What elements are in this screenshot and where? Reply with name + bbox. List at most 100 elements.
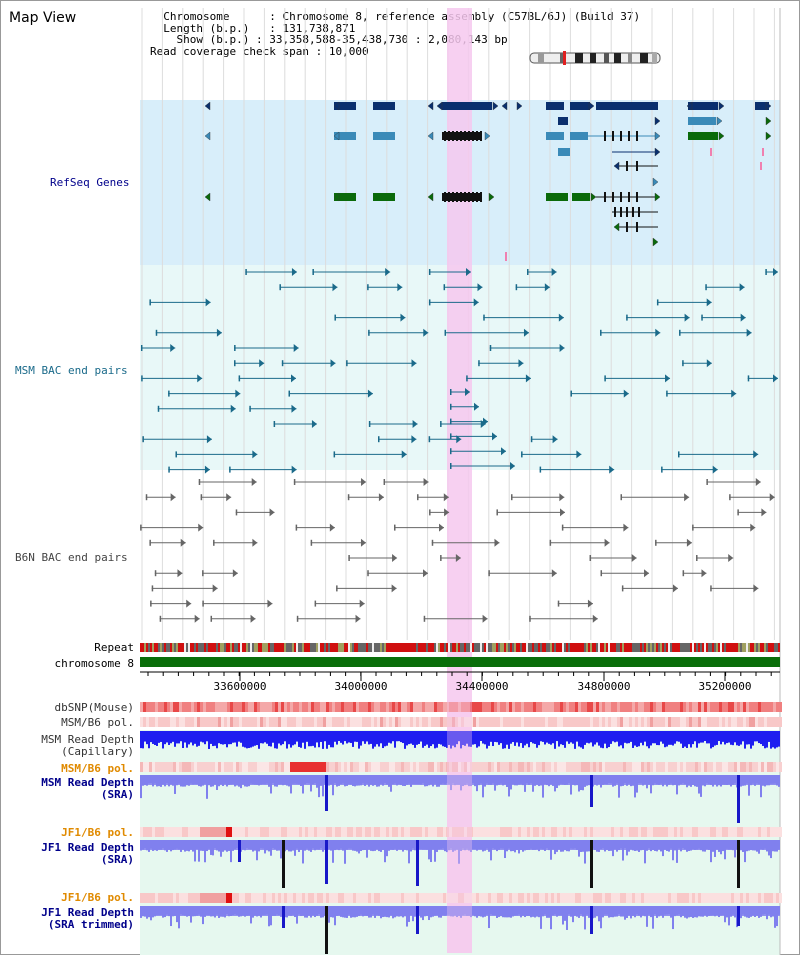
msm-b6-pol-bin [629, 717, 632, 727]
jf1-b6-pol2-bin [749, 893, 752, 903]
track-label-dbsnp[interactable]: dbSNP(Mouse) [54, 701, 134, 714]
bac-end-arrow [510, 462, 515, 470]
track-label-b6n-bac[interactable]: B6N BAC end pairs [15, 551, 128, 564]
jf1-b6-pol2-bin [233, 893, 236, 903]
msm-sra-depth-bin [314, 775, 316, 784]
bac-end-arrow [259, 359, 265, 368]
msm-b6-pol2-bin [260, 762, 263, 772]
msm-sra-depth-bin [334, 775, 336, 784]
dbsnp-bin [161, 702, 164, 712]
msm-sra-depth-bin [176, 775, 178, 786]
jf1-b6-pol2-bin [728, 893, 731, 903]
track-label-jf1-b6-pol-2[interactable]: JF1/B6 pol. [61, 891, 134, 904]
bac-end [417, 494, 419, 501]
jf1-sra-depth-bin [422, 840, 424, 850]
msm-capillary-depth-bin [538, 731, 540, 746]
msm-sra-depth-bin [746, 775, 748, 784]
gene-exon [373, 132, 395, 140]
jf1-trimmed-depth-bin [770, 906, 772, 918]
gene-arrow [652, 177, 659, 187]
msm-sra-depth-bin [472, 775, 474, 784]
msm-sra-depth-bin [316, 775, 318, 788]
repeat-element [144, 643, 146, 652]
track-label-msm-bac[interactable]: MSM BAC end pairs [15, 364, 128, 377]
track-label-msm-b6-pol-2[interactable]: MSM/B6 pol. [61, 762, 134, 775]
jf1-b6-pol-bin [461, 827, 464, 837]
jf1-trimmed-depth-bin [580, 906, 582, 915]
jf1-b6-pol-bin [188, 827, 191, 837]
msm-bac-pair [168, 465, 210, 474]
dbsnp-bin [725, 702, 728, 712]
jf1-b6-pol-bin [404, 827, 407, 837]
jf1-b6-pol2-bin [677, 893, 680, 903]
bac-end [200, 494, 203, 501]
msm-b6-pol2-bin [728, 762, 731, 772]
track-label-jf1-read-depth-trimmed[interactable]: JF1 Read Depth [41, 906, 134, 919]
gene-arrow [765, 131, 772, 141]
jf1-b6-pol2-bin [335, 893, 338, 903]
msm-b6-pol2-bin [548, 762, 551, 772]
track-label-msm-b6-pol[interactable]: MSM/B6 pol. [61, 716, 134, 729]
jf1-trimmed-depth-bin [492, 906, 494, 916]
track-label-refseq[interactable]: RefSeq Genes [50, 176, 130, 189]
bac-end-arrow [205, 298, 211, 307]
track-label-msm-read-depth-sra[interactable]: MSM Read Depth [41, 776, 134, 789]
repeat-element [276, 643, 278, 652]
jf1-trimmed-depth-bin [280, 906, 282, 917]
msm-sra-depth-bin [278, 775, 280, 785]
jf1-trimmed-depth-bin [210, 906, 212, 917]
gene-exon [442, 102, 492, 110]
msm-sra-depth-bin [264, 775, 266, 785]
jf1-trimmed-depth-bin [428, 906, 430, 921]
jf1-sra-depth-bin [748, 840, 750, 851]
repeat-element [706, 643, 708, 652]
gene-exon [546, 102, 564, 110]
jf1-sra-depth-bin [262, 840, 264, 849]
jf1-trimmed-depth-bin [268, 906, 270, 927]
msm-b6-pol2-bin [227, 762, 230, 772]
msm-capillary-depth-bin [168, 731, 170, 745]
track-label-jf1-read-depth-sra[interactable]: JF1 Read Depth [41, 841, 134, 854]
msm-capillary-depth-bin [752, 731, 754, 746]
dbsnp-bin [503, 702, 506, 712]
track-label-jf1-b6-pol[interactable]: JF1/B6 pol. [61, 826, 134, 839]
jf1-sra-depth-bin [710, 840, 712, 863]
track-label-chromosome[interactable]: chromosome 8 [54, 657, 134, 670]
msm-b6-pol-bin [317, 717, 320, 727]
dbsnp-bin [452, 702, 455, 712]
bac-end [168, 390, 170, 397]
repeat-element [444, 643, 446, 652]
msm-sra-depth-bin [538, 775, 540, 787]
jf1-sra-depth-bin [688, 840, 690, 851]
repeat-element [266, 643, 268, 652]
jf1-trimmed-depth-bin [644, 906, 646, 917]
repeat-element [578, 643, 580, 652]
msm-b6-pol2-bin [761, 762, 764, 772]
jf1-trimmed-depth-bin [718, 906, 720, 918]
jf1-sra-depth-bin [466, 840, 468, 849]
jf1-b6-pol-bin [380, 827, 383, 837]
msm-b6-pol-bin [413, 717, 416, 727]
bac-end [682, 360, 684, 367]
msm-sra-depth-bin [358, 775, 360, 786]
jf1-b6-pol2-bin [653, 893, 656, 903]
repeat-element [502, 643, 504, 652]
msm-capillary-depth-bin [178, 731, 180, 744]
jf1-trimmed-depth-bin [758, 906, 760, 918]
bac-end-arrow [355, 614, 361, 623]
msm-b6-pol-bin [158, 717, 161, 727]
jf1-b6-pol-bin [179, 827, 182, 837]
jf1-b6-pol2-bin [599, 893, 602, 903]
track-label-repeat[interactable]: Repeat [94, 641, 134, 654]
jf1-b6-pol-bin [302, 827, 305, 837]
jf1-sra-depth-bin [318, 840, 320, 850]
jf1-b6-pol-bin [644, 827, 647, 837]
track-label-msm-read-depth-capillary[interactable]: MSM Read Depth [41, 733, 134, 746]
repeat-element [708, 643, 710, 652]
jf1-b6-pol-bin [764, 827, 767, 837]
jf1-sra-depth-bin [182, 840, 184, 850]
bac-end-arrow [551, 569, 557, 578]
msm-b6-pol2-bin [170, 762, 173, 772]
gene-exon [334, 193, 356, 201]
